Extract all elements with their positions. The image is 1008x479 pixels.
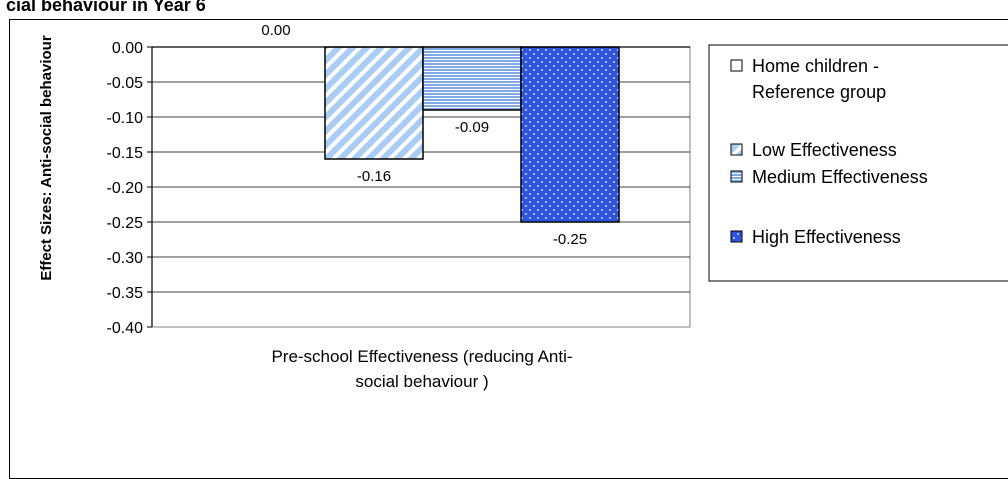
legend: Home children - Reference group Low Effect… (708, 44, 1008, 282)
legend-label: High Effectiveness (752, 227, 901, 247)
y-tick-label: -0.35 (107, 285, 144, 302)
data-label: 0.00 (261, 22, 290, 39)
y-tick-label: -0.20 (107, 180, 144, 197)
legend-swatch (730, 59, 743, 72)
bars (324, 46, 620, 223)
axes: 0.00 -0.05 -0.10 -0.15 -0.20 -0.25 -0.30 -0.35 -… (107, 40, 690, 337)
legend-label: Medium Effectiveness (752, 167, 928, 187)
y-tick-label: -0.10 (107, 110, 144, 127)
x-category-label: Pre-school Effectiveness (reducing Anti- (271, 347, 572, 366)
legend-swatch (730, 143, 743, 156)
chart-title-strip: cial behaviour in Year 6 (6, 0, 406, 16)
legend-item: Medium Effectiveness (730, 167, 928, 187)
data-label: -0.25 (553, 231, 587, 248)
y-tick-label: 0.00 (112, 40, 143, 57)
y-tick-label: -0.15 (107, 145, 144, 162)
data-label: -0.09 (455, 119, 489, 136)
bar-chart: 0.00 -0.05 -0.10 -0.15 -0.20 -0.25 -0.30 -0.35 -… (38, 22, 1008, 391)
category-label: Pre-school Effectiveness (reducing Anti-… (271, 347, 572, 391)
y-tick-label: -0.25 (107, 215, 144, 232)
legend-item: High Effectiveness (730, 227, 901, 247)
y-tick-label: -0.40 (107, 320, 144, 337)
y-tick-label: -0.30 (107, 250, 144, 267)
bar (324, 46, 424, 160)
data-label: -0.16 (357, 168, 391, 185)
value-labels: 0.00 -0.16 -0.09 -0.25 (261, 22, 587, 248)
chart-title: cial behaviour in Year 6 (6, 0, 206, 15)
legend-label: Low Effectiveness (752, 140, 897, 160)
legend-item: Home children - Reference group (730, 56, 886, 102)
y-tick-label: -0.05 (107, 75, 144, 92)
legend-swatch (730, 230, 743, 243)
y-axis-title: Effect Sizes: Anti-social behaviour (38, 35, 55, 280)
legend-box (708, 44, 1008, 282)
x-category-label: social behaviour ) (355, 372, 488, 391)
legend-item: Low Effectiveness (730, 140, 897, 160)
legend-label: Reference group (752, 82, 886, 102)
y-axis-title: Effect Sizes: Anti-social behaviour (38, 35, 55, 280)
legend-label: Home children - (752, 56, 879, 76)
legend-swatch (730, 170, 743, 183)
bar (520, 46, 620, 223)
bar (422, 46, 522, 111)
